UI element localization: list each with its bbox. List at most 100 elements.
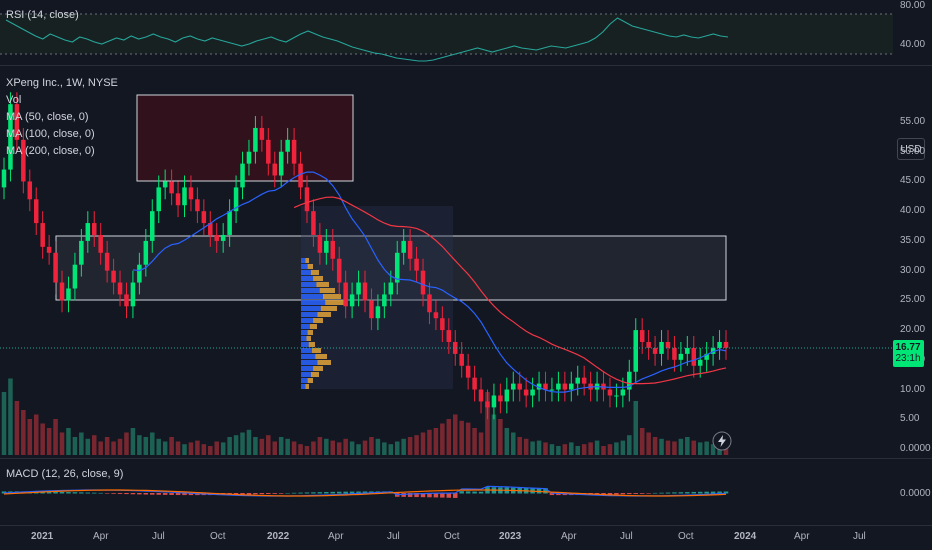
macd-histogram-bar: [620, 493, 626, 495]
price-tick-9: 10.00: [900, 383, 926, 395]
ma-100-line: [132, 171, 727, 393]
candle: [465, 365, 471, 378]
volume-bar: [85, 438, 91, 455]
volume-profile-bar-sell: [306, 336, 311, 341]
lightning-icon[interactable]: [712, 431, 732, 451]
candle: [498, 395, 503, 402]
volume-bar: [53, 419, 58, 455]
volume-bar: [407, 437, 413, 455]
macd-histogram-bar: [665, 492, 671, 494]
volume-bar: [246, 429, 252, 455]
candle: [175, 193, 181, 206]
volume-bar: [697, 442, 703, 455]
indicator-ma-50[interactable]: MA (50, close, 0): [6, 111, 89, 123]
candle: [710, 347, 716, 354]
volume-profile-bar-buy: [301, 276, 314, 281]
candle: [227, 211, 232, 235]
currency-button[interactable]: USD: [897, 138, 925, 160]
macd-histogram-bar: [188, 493, 194, 496]
candle: [156, 187, 161, 212]
macd-histogram-bar: [330, 491, 336, 494]
candle: [208, 223, 213, 235]
volume-bar: [549, 444, 555, 455]
volume-bar: [1, 392, 7, 455]
volume-bar: [491, 414, 497, 455]
macd-histogram-bar: [291, 492, 297, 494]
macd-histogram-bar: [79, 492, 84, 494]
macd-histogram-bar: [704, 491, 709, 494]
candle: [79, 240, 84, 265]
macd-histogram-bar: [98, 492, 103, 494]
candle: [562, 383, 568, 390]
candle: [614, 395, 619, 397]
volume-bar: [685, 437, 690, 455]
candle: [349, 294, 355, 307]
macd-histogram-bar: [182, 493, 187, 496]
volume-profile-bar-buy: [301, 318, 314, 323]
candle: [646, 341, 651, 348]
rsi-tick-80: 80.00: [900, 0, 926, 11]
price-tick-7: 20.00: [900, 324, 926, 336]
macd-signal-line: [3, 489, 727, 497]
volume-bar: [601, 446, 606, 455]
macd-histogram-bar: [175, 493, 181, 496]
volume-bar: [240, 432, 245, 455]
volume-bar: [201, 444, 207, 455]
candle: [188, 187, 194, 200]
candle: [704, 353, 709, 360]
candle: [214, 234, 219, 241]
volume-bar: [150, 432, 155, 455]
resistance-zone-top[interactable]: [136, 94, 354, 182]
macd-histogram-bar: [639, 493, 645, 494]
candle: [459, 353, 464, 366]
volume-bar: [66, 428, 71, 455]
macd-histogram-bar: [549, 493, 555, 496]
pane-divider[interactable]: [0, 458, 932, 459]
candle: [427, 294, 432, 313]
candle: [143, 240, 149, 265]
macd-histogram-bar: [672, 492, 677, 494]
time-axis[interactable]: 2021 Apr Jul Oct 2022 Apr Jul Oct 2023 Apr Jul Oct 2…: [0, 526, 932, 550]
volume-bar: [478, 432, 484, 455]
volume-bar: [536, 440, 542, 455]
volume-bar: [575, 446, 580, 455]
rsi-chart: [0, 13, 893, 62]
candle: [523, 389, 529, 396]
volume-bar: [343, 438, 348, 455]
candle: [111, 270, 116, 283]
pane-divider[interactable]: [0, 65, 932, 66]
macd-histogram-bar: [356, 491, 361, 494]
volume-bar: [27, 419, 33, 455]
time-tick-13: Apr: [794, 531, 810, 542]
volume-profile-bar-buy: [301, 294, 323, 299]
volume-profile-bar-buy: [301, 282, 317, 287]
indicator-ma-100[interactable]: MA (100, close, 0): [6, 128, 95, 140]
volume-bar: [485, 392, 490, 455]
price-chart: [0, 92, 893, 455]
volume-profile-bar-buy: [301, 324, 310, 329]
candle: [388, 282, 394, 295]
volume-bar: [523, 438, 529, 455]
macd-histogram-bar: [646, 493, 651, 494]
volume-bar: [414, 435, 419, 455]
volume-bar: [652, 437, 658, 455]
indicator-ma-200[interactable]: MA (200, close, 0): [6, 145, 95, 157]
volume-bar: [33, 414, 39, 455]
macd-histogram-bar: [150, 493, 155, 495]
candle: [556, 383, 561, 390]
macd-histogram-bar: [130, 493, 136, 495]
time-tick-12: 2024: [734, 531, 757, 542]
volume-bar: [659, 438, 664, 455]
macd-histogram-bar: [259, 493, 265, 495]
volume-profile-bar-buy: [301, 384, 306, 389]
macd-histogram-bar: [124, 493, 129, 495]
volume-profile-bar-buy: [301, 354, 316, 359]
last-price-tag: 16.77 23:1h: [893, 340, 924, 367]
macd-histogram-bar: [169, 493, 174, 495]
indicator-vol[interactable]: Vol: [6, 94, 22, 106]
candle: [304, 187, 310, 212]
volume-profile-bar-sell: [310, 372, 319, 377]
candle: [182, 187, 187, 206]
time-tick-10: Jul: [620, 531, 633, 542]
candle: [491, 395, 497, 408]
